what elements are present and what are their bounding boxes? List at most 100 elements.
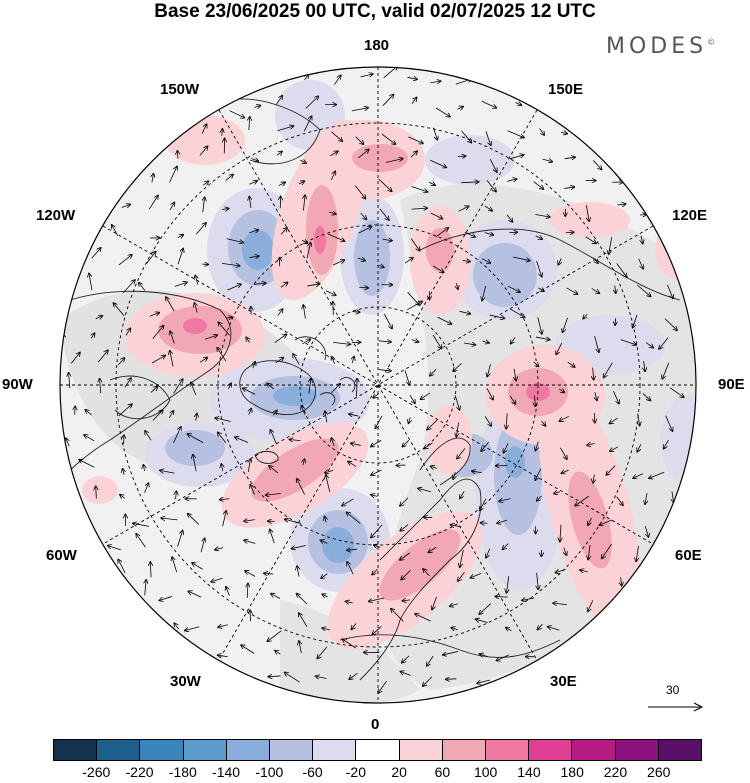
anomaly-blob-negative <box>354 220 390 296</box>
wind-vector-arrow <box>637 284 650 296</box>
wind-vector-arrow <box>243 388 256 395</box>
colorbar-swatch <box>97 740 141 760</box>
wind-vector-arrow <box>194 303 197 313</box>
colorbar-swatch <box>226 740 271 760</box>
wind-vector-arrow <box>70 352 80 364</box>
colorbar-swatch <box>270 740 314 760</box>
wind-vector-arrow <box>299 613 308 628</box>
wind-vector-arrow <box>120 495 125 499</box>
wind-vector-arrow <box>613 391 619 403</box>
wind-vector-arrow <box>644 360 645 371</box>
wind-vector-arrow <box>402 440 410 446</box>
wind-vector-arrow <box>560 524 561 542</box>
wind-vector-arrow <box>351 443 361 445</box>
wind-vector-arrow <box>595 392 597 400</box>
wind-vector-arrow <box>298 181 304 184</box>
wind-vector-arrow <box>560 447 566 459</box>
anomaly-blob-positive <box>352 144 408 172</box>
wind-vector-arrow <box>342 498 354 506</box>
wind-vector-arrow <box>332 260 344 266</box>
wind-vector-arrow <box>404 258 413 264</box>
wind-vector-arrow <box>285 672 300 683</box>
wind-vector-arrow <box>249 256 259 257</box>
polar-anomaly-map <box>59 66 697 704</box>
colorbar-tick-label: 140 <box>517 764 541 780</box>
lon-label-0: 0 <box>371 716 380 733</box>
wind-vector-arrow <box>334 75 340 85</box>
wind-vector-arrow <box>222 511 227 527</box>
wind-vector-arrow <box>357 258 365 261</box>
wind-vector-arrow <box>649 471 665 478</box>
wind-vector-arrow <box>254 106 260 108</box>
wind-vector-arrow <box>542 159 553 162</box>
wind-vector-arrow <box>331 438 334 447</box>
wind-vector-arrow <box>481 441 490 451</box>
wind-vector-arrow <box>382 239 392 241</box>
wind-vector-arrow <box>602 543 612 558</box>
wind-vector-arrow <box>379 208 389 220</box>
wind-vector-arrow <box>303 459 305 466</box>
wind-vector-arrow <box>303 195 305 211</box>
wind-vector-arrow <box>587 443 595 445</box>
wind-vector-arrow <box>123 469 125 475</box>
coastline-arctic-islands <box>294 336 356 406</box>
wind-vector-arrow <box>371 495 378 497</box>
wind-vector-arrow <box>195 223 206 235</box>
wind-vector-arrow <box>358 149 369 159</box>
wind-vector-arrow <box>566 287 578 294</box>
wind-vectors <box>60 67 684 693</box>
anomaly-blob-positive <box>251 438 339 502</box>
wind-vector-arrow <box>555 568 566 572</box>
wind-vector-arrow <box>427 419 438 430</box>
wind-vector-arrow <box>217 348 227 362</box>
wind-vector-arrow <box>355 185 365 199</box>
wind-vector-arrow <box>330 171 335 181</box>
wind-vector-arrow <box>620 339 636 345</box>
wind-vector-arrow <box>575 495 589 505</box>
wind-vector-arrow <box>317 646 328 659</box>
wind-vector-arrow <box>495 596 508 597</box>
wind-vector-arrow <box>482 341 489 343</box>
wind-vector-arrow <box>108 546 121 551</box>
wind-vector-arrow <box>659 337 669 349</box>
wind-vector-arrow <box>225 174 234 181</box>
wind-vector-arrow <box>196 413 197 421</box>
coastline-hudson <box>109 375 171 420</box>
wind-vector-arrow <box>472 471 482 473</box>
wind-vector-arrow <box>355 136 364 145</box>
wind-vector-arrow <box>274 334 287 344</box>
wind-vector-arrow <box>537 572 539 590</box>
colorbar-tick-label: -20 <box>345 764 366 780</box>
wind-vector-arrow <box>118 255 132 266</box>
wind-vector-arrow <box>244 540 256 544</box>
wind-vector-arrow <box>267 630 282 642</box>
wind-vector-arrow <box>435 107 450 117</box>
wind-vector-arrow <box>112 225 119 237</box>
wind-vector-arrow <box>177 235 183 238</box>
wind-vector-arrow <box>292 545 306 548</box>
wind-vector-arrow <box>511 337 516 343</box>
wind-vector-arrow <box>152 326 164 339</box>
colorbar-swatch <box>572 740 616 760</box>
wind-vector-arrow <box>89 273 93 291</box>
wind-vector-arrow <box>507 130 524 138</box>
wind-vector-arrow <box>170 351 174 367</box>
wind-vector-arrow <box>642 393 650 401</box>
wind-vector-arrow <box>378 341 391 342</box>
wind-vector-arrow <box>592 160 601 169</box>
wind-vector-arrow <box>166 297 175 312</box>
wind-vector-arrow <box>150 562 151 578</box>
wind-vector-arrow <box>322 628 331 630</box>
wind-vector-arrow <box>235 437 249 443</box>
wind-vector-arrow <box>554 492 561 494</box>
wind-vector-arrow <box>535 395 536 407</box>
anomaly-blob-positive <box>183 318 207 334</box>
wind-vector-arrow <box>633 314 638 328</box>
wind-vector-arrow <box>558 258 561 264</box>
wind-vector-arrow <box>218 655 228 657</box>
wind-vector-arrow <box>85 410 92 416</box>
wind-vector-arrow <box>408 136 423 143</box>
wind-vector-arrow <box>594 335 599 352</box>
wind-vector-arrow <box>454 395 459 410</box>
wind-vector-arrow <box>610 417 618 423</box>
